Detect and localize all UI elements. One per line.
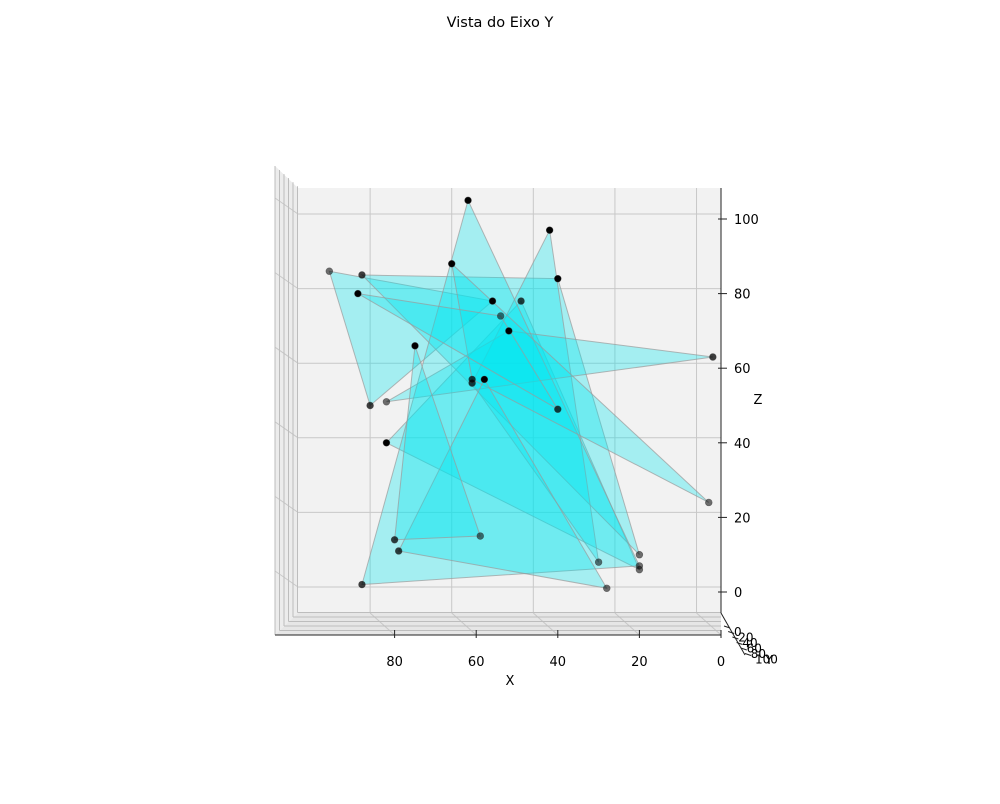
x-axis-label: X: [506, 674, 515, 689]
x-tick-label: 20: [631, 655, 648, 670]
z-tick-label: 20: [734, 511, 751, 526]
vertex-point: [496, 312, 505, 320]
z-side-line: [274, 346, 299, 364]
vertex-point: [635, 562, 644, 570]
vertex-point: [554, 405, 562, 413]
y-tick-label: 80: [751, 647, 766, 661]
y-tick-mark: [732, 636, 739, 640]
y-tick-label: 0: [734, 625, 742, 639]
z-axis-label: Z: [754, 393, 763, 408]
vertex-point: [554, 274, 562, 283]
y-axis-label: Y: [764, 653, 773, 667]
x-tick-label: 40: [550, 655, 567, 670]
z-tick-label: 80: [734, 288, 751, 303]
vertex-point: [476, 532, 484, 540]
vertex-point: [594, 558, 603, 566]
z-tick-label: 60: [734, 362, 751, 377]
y-tick-mark: [723, 625, 731, 629]
y-tick-mark: [736, 642, 743, 645]
triangle-3: [360, 274, 640, 556]
x-tick-label: 80: [386, 655, 403, 670]
vertex-point: [468, 375, 476, 384]
y-tick-label: 60: [747, 642, 762, 656]
vertex-point: [545, 226, 554, 234]
axes: [275, 188, 752, 656]
z-tick-label: 0: [734, 586, 742, 601]
vertex-point: [488, 297, 497, 305]
vertex-point: [382, 398, 391, 406]
z-tick-label: 40: [734, 437, 751, 452]
grid-lines: [274, 166, 722, 636]
triangle-1: [328, 270, 494, 407]
y-tick-label: 40: [742, 636, 757, 650]
vertex-point: [325, 267, 334, 275]
z-side-line: [274, 570, 299, 588]
vertex-point: [517, 297, 525, 305]
x-tick-label: 60: [468, 655, 485, 670]
z-side-line: [274, 197, 299, 215]
vertex-point: [394, 547, 403, 555]
bottom-pane: [275, 613, 721, 635]
vertex-point: [358, 271, 366, 279]
points: [325, 196, 717, 592]
vertex-point: [366, 401, 374, 410]
vertex-point: [448, 260, 456, 268]
z-side-line: [274, 272, 299, 290]
vertex-point: [464, 196, 472, 205]
y-tick-label: 100: [755, 653, 778, 667]
triangle-8: [397, 378, 608, 589]
triangle-7: [450, 262, 710, 503]
vertex-point: [709, 353, 717, 361]
triangle-6: [361, 198, 641, 586]
z-tick-label: 100: [734, 213, 759, 228]
vertex-point: [705, 498, 713, 507]
x-tick-label: 0: [717, 655, 725, 670]
triangle-10: [357, 293, 559, 410]
left-pane: [275, 166, 298, 635]
vertex-point: [390, 536, 399, 544]
triangle-5: [386, 330, 713, 403]
triangles: [328, 198, 713, 589]
vertex-point: [635, 550, 644, 559]
z-side-line: [274, 421, 299, 439]
y-tick-mark: [728, 631, 735, 634]
y-tick-mark: [744, 653, 752, 656]
vertex-point: [603, 584, 611, 592]
vertex-point: [358, 580, 366, 589]
z-side-line: [274, 495, 299, 513]
y-tick-label: 20: [738, 631, 753, 645]
vertex-point: [382, 439, 391, 447]
triangle-9: [394, 345, 481, 541]
y-tick-mark: [740, 647, 747, 651]
vertex-point: [505, 327, 513, 335]
vertex-point: [411, 342, 419, 350]
chart-title: Vista do Eixo Y: [447, 15, 554, 31]
vertex-point: [480, 375, 489, 384]
vertex-point: [354, 289, 362, 298]
